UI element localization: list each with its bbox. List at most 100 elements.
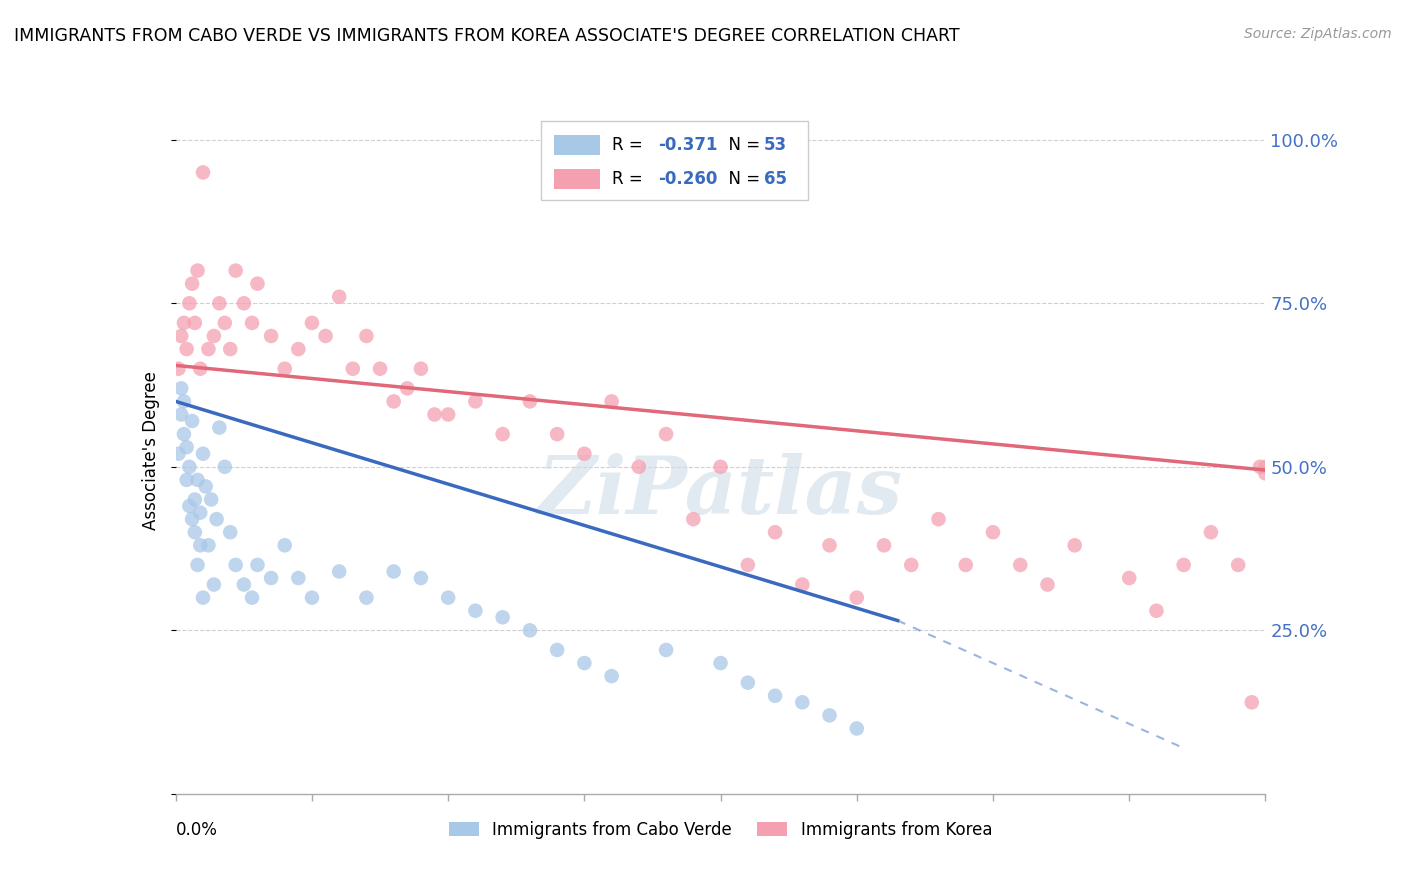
Point (179, 296, 201, 310)
Point (900, 558, 922, 572)
Point (546, 427, 568, 442)
Point (186, 263, 209, 277)
Point (301, 316, 323, 330)
Point (184, 492, 207, 507)
Text: N =: N = (718, 170, 766, 188)
Point (1036, 577, 1059, 591)
Point (928, 512, 950, 526)
Point (214, 316, 236, 330)
Point (546, 643, 568, 657)
Point (1240, 695, 1263, 709)
Point (818, 708, 841, 723)
Point (1144, 604, 1167, 618)
Point (287, 571, 309, 585)
Point (710, 459, 733, 474)
Point (437, 591, 460, 605)
Point (188, 361, 211, 376)
Point (219, 342, 242, 356)
Legend: Immigrants from Cabo Verde, Immigrants from Korea: Immigrants from Cabo Verde, Immigrants f… (443, 814, 998, 846)
Point (492, 427, 515, 442)
Point (287, 342, 309, 356)
Point (981, 525, 1004, 540)
Point (792, 577, 814, 591)
Point (737, 558, 759, 572)
Point (763, 689, 786, 703)
Point (186, 473, 209, 487)
Point (191, 447, 214, 461)
Text: R =: R = (612, 170, 648, 188)
Point (600, 394, 623, 409)
Point (1199, 525, 1222, 540)
Point (873, 538, 896, 552)
Point (208, 420, 231, 434)
Point (382, 565, 405, 579)
Point (1118, 571, 1140, 585)
Point (179, 499, 201, 513)
Point (600, 669, 623, 683)
Point (191, 165, 214, 179)
Point (184, 316, 207, 330)
Point (246, 277, 269, 291)
Point (627, 459, 650, 474)
Point (260, 329, 283, 343)
Point (737, 675, 759, 690)
Text: ZiPatlas: ZiPatlas (538, 453, 903, 531)
Y-axis label: Associate's Degree: Associate's Degree (142, 371, 160, 530)
Point (1254, 459, 1277, 474)
Point (409, 361, 432, 376)
Point (200, 492, 222, 507)
Point (464, 604, 486, 618)
Point (1227, 558, 1250, 572)
Text: -0.260: -0.260 (658, 170, 718, 188)
Point (955, 558, 977, 572)
Point (260, 571, 283, 585)
Point (173, 316, 195, 330)
Point (368, 361, 391, 376)
Point (167, 447, 190, 461)
Point (208, 296, 231, 310)
Point (328, 290, 350, 304)
Point (202, 329, 225, 343)
Point (1249, 459, 1271, 474)
Point (181, 512, 204, 526)
Point (655, 427, 678, 442)
Point (301, 591, 323, 605)
Point (181, 414, 204, 428)
Point (167, 361, 190, 376)
Point (356, 591, 378, 605)
Point (763, 525, 786, 540)
Point (184, 525, 207, 540)
Point (219, 525, 242, 540)
Point (845, 591, 868, 605)
Point (197, 342, 219, 356)
Point (845, 722, 868, 736)
Text: 65: 65 (765, 170, 787, 188)
Point (437, 408, 460, 422)
Point (1254, 467, 1277, 481)
FancyBboxPatch shape (554, 169, 599, 189)
Text: R =: R = (612, 136, 648, 153)
Point (188, 538, 211, 552)
Point (655, 643, 678, 657)
Point (188, 506, 211, 520)
Point (232, 577, 254, 591)
Point (246, 558, 269, 572)
Point (240, 591, 263, 605)
Point (240, 316, 263, 330)
Point (792, 695, 814, 709)
Point (396, 381, 419, 395)
Point (176, 473, 198, 487)
Point (191, 591, 214, 605)
Point (170, 408, 193, 422)
FancyBboxPatch shape (554, 135, 599, 155)
Point (1063, 538, 1085, 552)
Point (574, 447, 596, 461)
Point (315, 329, 337, 343)
Point (194, 479, 217, 493)
Point (173, 427, 195, 442)
Point (682, 512, 704, 526)
Point (519, 394, 541, 409)
Point (409, 571, 432, 585)
Point (818, 538, 841, 552)
FancyBboxPatch shape (541, 120, 808, 200)
